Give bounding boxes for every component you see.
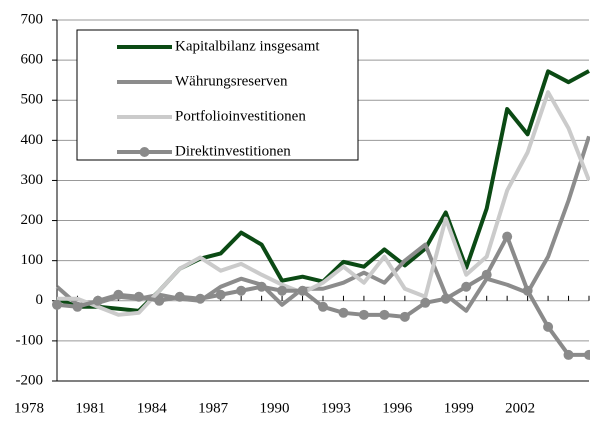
x-tick-label: 1993 [321,400,351,416]
point [440,293,451,304]
x-tick-label: 1990 [260,400,290,416]
point [154,295,165,306]
point [358,309,369,320]
x-tick-label: 1987 [198,400,229,416]
x-tick-label: 1978 [14,400,44,416]
point [563,349,574,360]
x-tick-label: 1981 [75,400,105,416]
y-tick-label: 100 [21,252,44,268]
point [72,301,83,312]
point [502,231,513,242]
y-tick-label: 200 [21,212,44,228]
point [113,289,124,300]
point [297,285,308,296]
x-tick-label: 1996 [382,400,413,416]
x-tick-label: 1984 [137,400,168,416]
line-series [57,90,590,317]
x-tick-label: 1999 [444,400,474,416]
y-tick-label: 700 [21,11,44,27]
legend-marker [139,147,150,157]
point [174,291,185,302]
y-tick-label: 0 [36,292,44,308]
x-tick-label: 2002 [505,400,535,416]
point [584,349,590,360]
legend-label: Portfolioinvestitionen [175,108,306,124]
point [215,289,226,300]
y-tick-label: 600 [21,52,44,68]
point [277,285,288,296]
point [318,301,328,312]
legend-label: Kapitalbilanz insgesamt [175,38,320,54]
point [481,269,492,280]
point [543,321,554,332]
legend-label: Währungsreserven [175,73,288,89]
y-tick-label: -100 [16,332,44,348]
point [256,281,267,292]
point [338,307,349,318]
point [195,293,206,304]
point [92,295,103,306]
point [399,311,410,322]
point [420,297,431,308]
y-tick-label: 400 [21,132,44,148]
point [52,299,62,310]
y-tick-label: 300 [21,172,44,188]
point [236,285,247,296]
point [379,309,390,320]
point [461,281,472,292]
y-tick-label: -200 [16,372,44,388]
point [133,291,144,302]
legend-box [76,29,359,161]
point [522,285,533,296]
legend-label: Direktinvestitionen [175,143,291,159]
y-tick-label: 500 [21,92,44,108]
